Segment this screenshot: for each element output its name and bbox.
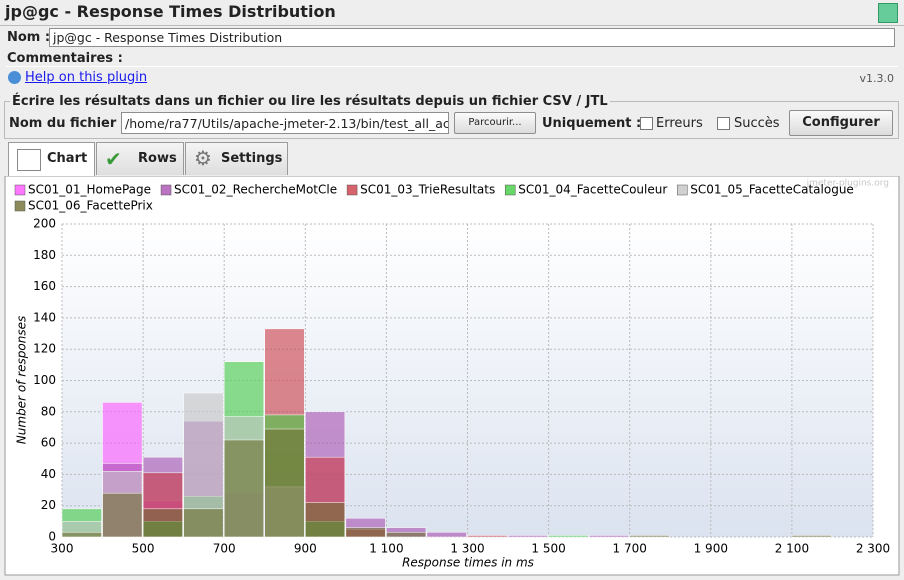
legend-swatch — [160, 184, 172, 196]
y-tick-label: 40 — [41, 467, 56, 481]
chart-icon — [17, 149, 41, 171]
file-field[interactable]: /home/ra77/Utils/apache-jmeter-2.13/bin/… — [121, 112, 449, 134]
x-tick-label: 1 700 — [613, 542, 647, 556]
success-label: Succès — [734, 116, 780, 131]
comments-field[interactable] — [6, 66, 898, 67]
legend-swatch — [346, 184, 358, 196]
success-checkbox[interactable] — [717, 117, 730, 130]
bar — [629, 535, 670, 538]
x-tick-label: 1 900 — [694, 542, 728, 556]
y-tick-label: 120 — [33, 342, 56, 356]
tab-settings[interactable]: ⚙ Settings — [185, 142, 288, 175]
x-tick-label: 1 500 — [531, 542, 565, 556]
y-tick-label: 0 — [48, 530, 56, 544]
legend-label: SC01_02_RechercheMotCle — [174, 183, 337, 197]
version: v1.3.0 — [859, 72, 895, 85]
bar — [467, 535, 508, 538]
tab-rows[interactable]: ✔ Rows — [96, 142, 184, 175]
help-link[interactable]: Help on this plugin — [25, 70, 148, 85]
file-label: Nom du fichier : — [9, 116, 126, 131]
legend-label: SC01_01_HomePage — [28, 183, 151, 197]
x-tick-label: 300 — [51, 542, 74, 556]
bar — [345, 527, 386, 538]
bar — [223, 439, 264, 538]
bar — [305, 502, 346, 538]
x-tick-label: 2 100 — [775, 542, 809, 556]
maximize-icon[interactable] — [878, 3, 898, 23]
tab-label: Rows — [138, 151, 177, 166]
bar — [507, 535, 548, 538]
check-icon: ✔ — [105, 147, 122, 171]
legend-label: SC01_03_TrieResultats — [360, 183, 495, 197]
bar — [548, 535, 589, 538]
name-field[interactable]: jp@gc - Response Times Distribution — [49, 28, 895, 47]
legend-label: SC01_06_FacettePrix — [28, 199, 153, 213]
x-tick-label: 1 300 — [450, 542, 484, 556]
x-axis-label: Response times in ms — [402, 556, 534, 570]
chart: jmeter-plugins.org Response times in ms … — [4, 176, 900, 576]
legend-swatch — [504, 184, 516, 196]
y-tick-label: 140 — [33, 310, 56, 324]
y-axis-label: Number of responses — [15, 316, 29, 444]
errors-label: Erreurs — [656, 116, 703, 131]
x-tick-label: 1 100 — [369, 542, 403, 556]
browse-button[interactable]: Parcourir... — [454, 112, 536, 134]
bar — [386, 532, 427, 538]
bar — [791, 535, 832, 538]
legend-swatch — [677, 184, 688, 196]
y-tick-label: 180 — [33, 248, 56, 262]
legend-label: SC01_04_FacetteCouleur — [518, 183, 667, 197]
gear-icon: ⚙ — [194, 146, 212, 170]
bar — [183, 508, 224, 538]
x-tick-label: 500 — [132, 542, 155, 556]
info-icon — [8, 71, 21, 84]
comments-label: Commentaires : — [7, 51, 123, 66]
legend-label: SC01_05_FacetteCatalogue — [690, 183, 854, 197]
bar — [142, 508, 183, 538]
window-title: jp@gc - Response Times Distribution — [5, 2, 336, 21]
name-label: Nom : — [7, 30, 51, 45]
errors-checkbox[interactable] — [640, 117, 653, 130]
tab-label: Settings — [221, 151, 283, 166]
legend-swatch — [14, 200, 26, 212]
y-tick-label: 100 — [33, 373, 56, 387]
x-tick-label: 900 — [294, 542, 317, 556]
separator — [0, 25, 904, 26]
only-label: Uniquement : — [542, 116, 642, 131]
y-tick-label: 200 — [33, 217, 56, 231]
y-tick-label: 160 — [33, 279, 56, 293]
y-tick-label: 60 — [41, 436, 56, 450]
file-panel-title: Écrire les résultats dans un fichier ou … — [10, 94, 610, 109]
y-tick-label: 80 — [41, 404, 56, 418]
x-tick-label: 700 — [213, 542, 236, 556]
bar — [61, 532, 102, 538]
tab-label: Chart — [47, 151, 88, 166]
y-tick-label: 20 — [41, 498, 56, 512]
legend-swatch — [14, 184, 26, 196]
configure-button[interactable]: Configurer — [789, 110, 893, 136]
bar — [102, 492, 143, 538]
bar — [426, 532, 467, 538]
bar — [588, 535, 629, 538]
tab-chart[interactable]: Chart — [8, 142, 95, 176]
bar — [264, 428, 305, 538]
watermark: jmeter-plugins.org — [806, 179, 889, 189]
x-tick-label: 2 300 — [856, 542, 890, 556]
